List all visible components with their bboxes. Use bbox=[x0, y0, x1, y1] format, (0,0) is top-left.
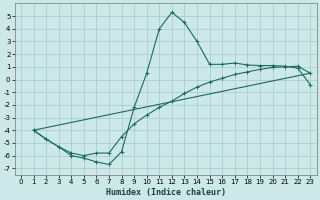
X-axis label: Humidex (Indice chaleur): Humidex (Indice chaleur) bbox=[106, 188, 226, 197]
